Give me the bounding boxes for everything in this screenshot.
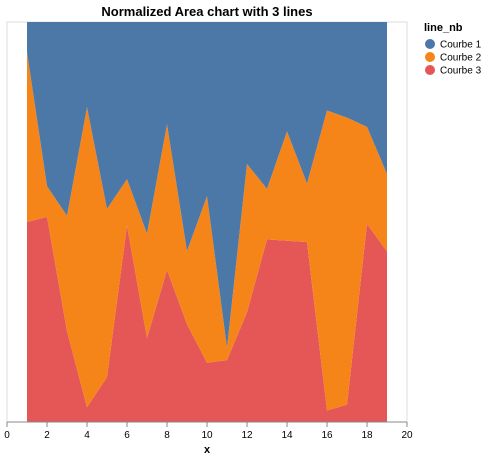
legend[interactable]: line_nb Courbe 1 Courbe 2 Courbe 3 [424,22,482,77]
legend-label: Courbe 2 [440,53,482,64]
legend-item-courbe-3[interactable]: Courbe 3 [425,65,482,77]
x-axis: 0 2 4 6 8 10 12 14 16 18 20 [4,421,413,441]
x-tick-label: 4 [84,430,90,441]
legend-symbol [425,52,435,62]
area-courbe-3 [27,216,387,422]
x-tick-label: 8 [164,430,170,441]
area-courbe-1 [27,22,387,348]
legend-item-courbe-1[interactable]: Courbe 1 [425,39,482,51]
plot-area [6,21,408,423]
legend-title: line_nb [424,22,463,34]
legend-symbol [425,65,435,75]
x-tick-label: 12 [241,430,253,441]
legend-symbol [425,39,435,49]
legend-item-courbe-2[interactable]: Courbe 2 [425,52,482,64]
x-tick-label: 14 [281,430,293,441]
x-tick-label: 16 [321,430,333,441]
x-tick-label: 6 [124,430,130,441]
area-courbe-2 [27,52,387,411]
legend-label: Courbe 3 [440,66,482,77]
legend-label: Courbe 1 [440,40,482,51]
x-axis-title: x [204,444,211,456]
x-tick-label: 2 [44,430,50,441]
chart-title: Normalized Area chart with 3 lines [101,4,312,19]
x-tick-label: 20 [401,430,413,441]
x-tick-label: 0 [4,430,10,441]
x-tick-label: 18 [361,430,373,441]
x-tick-label: 10 [201,430,213,441]
